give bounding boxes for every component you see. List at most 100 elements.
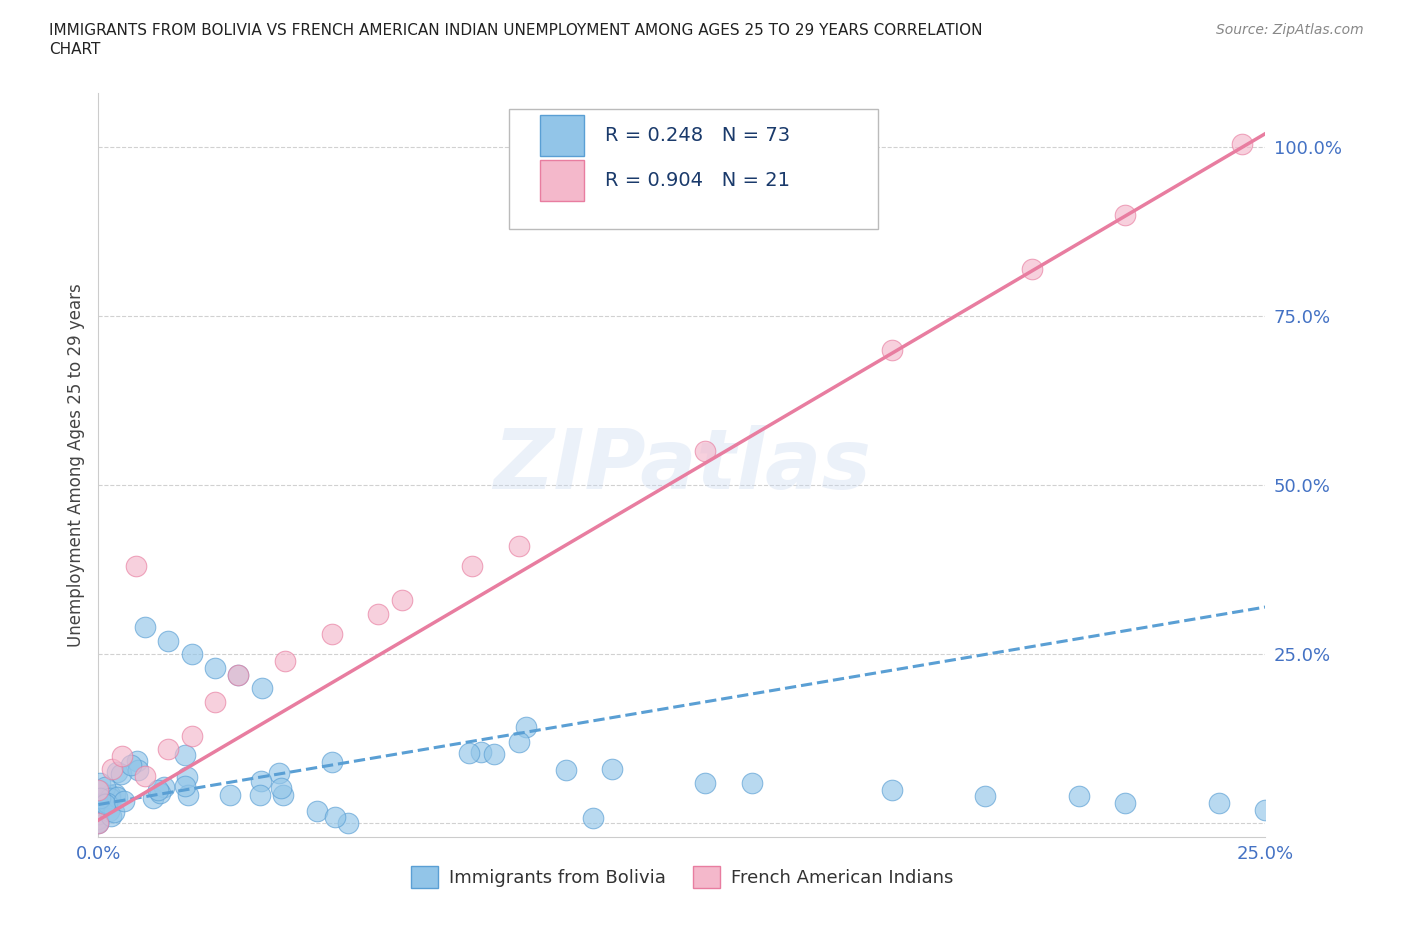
Point (112, 793, 135, 808)
Point (482, 747, 505, 762)
Point (582, 811, 605, 826)
Point (87, 782, 110, 797)
Point (89, 790, 111, 805)
Point (176, 769, 198, 784)
Point (127, 763, 149, 777)
Point (273, 787, 295, 802)
Point (269, 766, 291, 781)
Point (120, 758, 142, 773)
Point (741, 776, 763, 790)
Point (94, 796, 117, 811)
Point (695, 444, 717, 458)
Point (180, 728, 202, 743)
Point (87, 815, 110, 830)
Point (87, 797, 110, 812)
Point (457, 746, 479, 761)
Point (105, 790, 128, 804)
Point (96, 796, 118, 811)
Point (87, 806, 110, 821)
Point (321, 755, 343, 770)
Point (391, 592, 413, 607)
Point (157, 633, 180, 648)
Point (105, 764, 128, 779)
Text: Source: ZipAtlas.com: Source: ZipAtlas.com (1216, 23, 1364, 37)
Point (228, 667, 250, 682)
Point (337, 816, 360, 830)
Point (177, 788, 200, 803)
Point (219, 788, 242, 803)
Point (1067, 789, 1090, 804)
Text: CHART: CHART (49, 42, 101, 57)
Point (461, 559, 484, 574)
Point (89, 776, 111, 790)
FancyBboxPatch shape (509, 110, 877, 229)
Point (125, 559, 148, 574)
Point (367, 606, 389, 621)
Point (149, 786, 172, 801)
Point (204, 695, 226, 710)
Point (274, 654, 297, 669)
Point (305, 804, 328, 818)
Point (97, 804, 120, 818)
Point (1254, 803, 1277, 817)
Point (204, 660, 226, 675)
Point (228, 667, 250, 682)
Point (87, 800, 110, 815)
Point (153, 779, 176, 794)
Point (87, 810, 110, 825)
Point (1021, 261, 1043, 276)
Point (87, 807, 110, 822)
Y-axis label: Unemployment Among Ages 25 to 29 years: Unemployment Among Ages 25 to 29 years (66, 283, 84, 647)
Bar (540, 160, 583, 201)
Point (180, 647, 202, 662)
Point (87, 796, 110, 811)
Point (1114, 207, 1136, 222)
Point (270, 780, 292, 795)
Bar (540, 115, 583, 156)
Point (250, 681, 273, 696)
Point (87, 807, 110, 822)
Point (100, 809, 122, 824)
Point (142, 790, 165, 805)
Point (1114, 796, 1136, 811)
Point (174, 778, 197, 793)
Text: R = 0.248   N = 73: R = 0.248 N = 73 (605, 126, 790, 145)
Point (321, 627, 343, 642)
Point (87, 808, 110, 823)
Point (600, 762, 623, 777)
Point (470, 744, 492, 759)
Point (87, 806, 110, 821)
Point (880, 342, 903, 357)
Point (87, 815, 110, 830)
Point (87, 812, 110, 827)
Text: IMMIGRANTS FROM BOLIVIA VS FRENCH AMERICAN INDIAN UNEMPLOYMENT AMONG AGES 25 TO : IMMIGRANTS FROM BOLIVIA VS FRENCH AMERIC… (49, 23, 983, 38)
Point (103, 805, 125, 820)
Point (249, 788, 271, 803)
Point (157, 741, 180, 756)
Point (87, 798, 110, 813)
Point (111, 749, 134, 764)
Point (1230, 137, 1253, 152)
Point (87, 816, 110, 830)
Point (250, 773, 273, 788)
Point (110, 767, 132, 782)
Text: ZIPatlas: ZIPatlas (494, 424, 870, 506)
Point (880, 782, 903, 797)
Point (87, 811, 110, 826)
Point (87, 802, 110, 817)
Point (125, 753, 148, 768)
Legend: Immigrants from Bolivia, French American Indians: Immigrants from Bolivia, French American… (404, 858, 960, 895)
Point (87, 815, 110, 830)
Point (974, 789, 997, 804)
Point (554, 763, 576, 777)
Text: R = 0.904   N = 21: R = 0.904 N = 21 (605, 171, 790, 190)
Point (695, 776, 717, 790)
Point (148, 782, 170, 797)
Point (93, 780, 115, 795)
Point (508, 538, 530, 553)
Point (87, 800, 110, 815)
Point (174, 748, 197, 763)
Point (87, 803, 110, 817)
Point (508, 735, 530, 750)
Point (515, 719, 537, 734)
